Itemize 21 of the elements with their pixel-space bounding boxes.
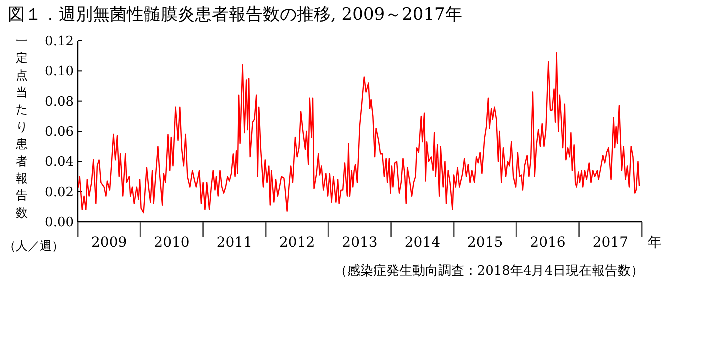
ytick: 0.08 — [45, 94, 74, 110]
xtick: 2014 — [404, 235, 440, 251]
xtick: 2010 — [154, 235, 190, 251]
ytick: 0.12 — [45, 34, 74, 50]
ytick: 0.10 — [45, 64, 74, 80]
ytick: 0.04 — [45, 155, 74, 170]
ytick: 0.00 — [45, 216, 74, 230]
xlabel: 年 — [648, 235, 662, 251]
xtick: 2016 — [530, 235, 566, 251]
xtick: 2012 — [280, 235, 316, 251]
ytick: 0.06 — [45, 125, 74, 140]
ytick: 0.02 — [45, 185, 74, 200]
title: 図１．週別無菌性髄膜炎患者報告数の推移, 2009～2017年 — [8, 5, 462, 25]
xtick: 2009 — [92, 235, 128, 251]
xtick: 2013 — [342, 235, 378, 251]
xtick: 2015 — [468, 235, 504, 251]
xtick: 2017 — [592, 235, 628, 251]
annotation: （人／週） — [4, 239, 64, 253]
xtick: 2011 — [216, 235, 252, 251]
annotation: （感染症発生動向調査：2018年4月4日現在報告数） — [334, 264, 644, 279]
ylabel: 一定点当たり患者報告数 — [16, 34, 28, 220]
